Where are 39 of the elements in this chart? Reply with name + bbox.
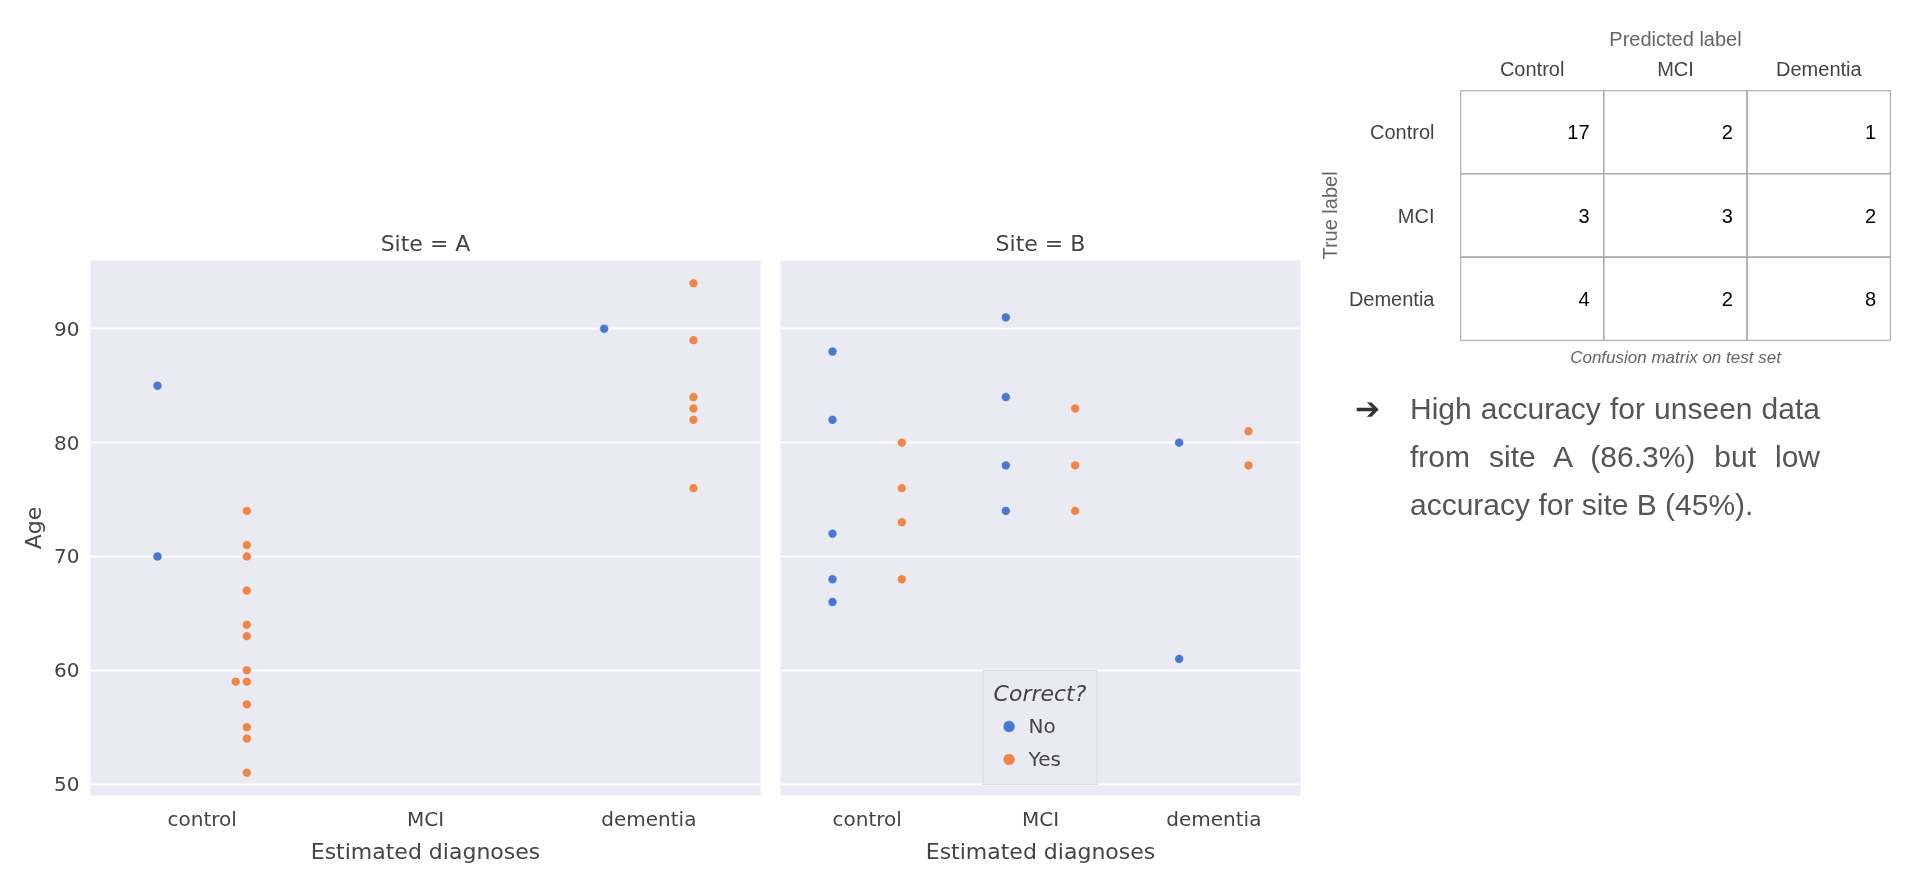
- text: High accuracy for unseen data from site A (86.3%) but low accuracy for site B (45%).: [1410, 391, 1820, 523]
- x-tick-label: Control: [1499, 57, 1565, 80]
- data-label: 17: [1567, 121, 1590, 144]
- y-tick-label: 50: [54, 772, 80, 797]
- x-tick-label: MCI: [1021, 806, 1060, 831]
- data-label: 3: [1578, 204, 1590, 227]
- legend-label: No: [1028, 714, 1056, 738]
- x-axis-title: Estimated diagnoses: [925, 838, 1156, 864]
- legend-title: Correct?: [993, 681, 1087, 706]
- chart-title: Site = B: [995, 230, 1086, 256]
- y-axis-title: True label: [1318, 171, 1341, 260]
- y-tick-label: Control: [1370, 121, 1435, 144]
- y-tick-label: 70: [54, 544, 80, 569]
- x-tick-label: dementia: [601, 806, 697, 831]
- y-tick-label: 60: [54, 658, 80, 683]
- x-tick-label: MCI: [406, 806, 445, 831]
- x-tick-label: dementia: [1166, 806, 1262, 831]
- y-axis-title: Age: [21, 506, 47, 550]
- y-tick-label: Dementia: [1348, 287, 1436, 310]
- chart-title: Site = A: [380, 230, 471, 256]
- legend-label: Yes: [1028, 747, 1061, 771]
- x-tick-label: Dementia: [1776, 57, 1863, 80]
- data-label: 8: [1865, 287, 1877, 310]
- y-tick-label: MCI: [1397, 204, 1435, 227]
- data-label: 4: [1578, 287, 1590, 310]
- x-tick-label: control: [832, 806, 902, 831]
- y-tick-label: 90: [54, 316, 80, 341]
- x-axis-title: Estimated diagnoses: [310, 838, 541, 864]
- data-label: 3: [1721, 204, 1733, 227]
- text: Confusion matrix on test set: [1570, 347, 1783, 367]
- data-label: 2: [1721, 121, 1733, 144]
- x-tick-label: MCI: [1657, 57, 1694, 80]
- x-axis-title: Predicted label: [1609, 27, 1742, 50]
- data-label: 2: [1721, 287, 1733, 310]
- data-label: 1: [1865, 121, 1877, 144]
- x-tick-label: control: [167, 806, 237, 831]
- data-label: 2: [1865, 204, 1877, 227]
- text: ➔: [1355, 391, 1380, 427]
- y-tick-label: 80: [54, 430, 80, 455]
